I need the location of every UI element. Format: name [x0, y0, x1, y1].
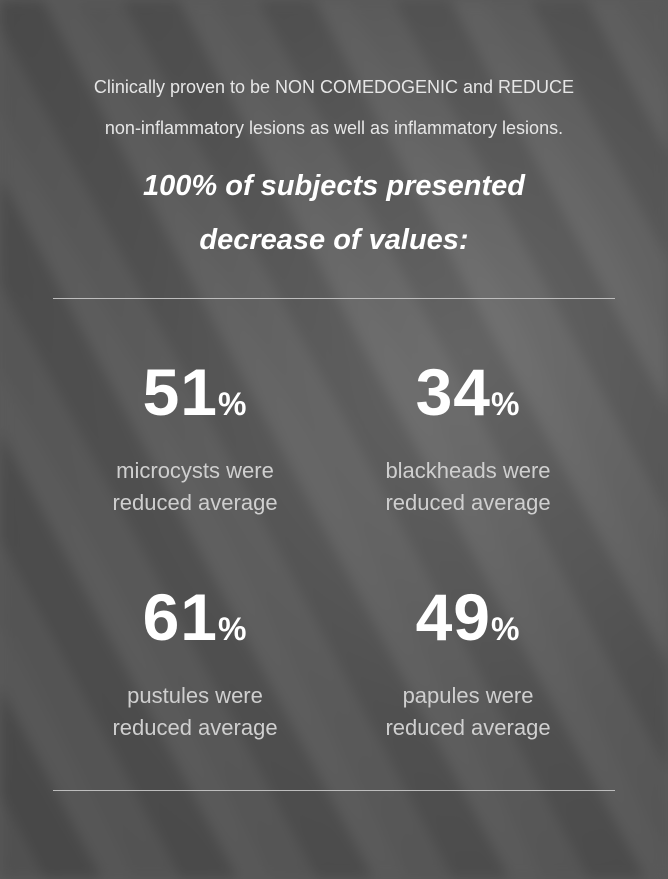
stat-caption: blackheads were reduced average	[385, 458, 551, 515]
top-divider	[53, 298, 615, 299]
stat-caption: microcysts were reduced average	[112, 458, 278, 515]
headline-line-2: decrease of values:	[199, 224, 469, 256]
bottom-divider	[53, 790, 615, 791]
intro-line-2: non-inflammatory lesions as well as infl…	[104, 118, 564, 138]
stat-value: 49%	[415, 580, 521, 654]
stat-caption: pustules were reduced average	[112, 683, 278, 740]
stat-caption: papules were reduced average	[385, 683, 551, 740]
stat-value: 51%	[142, 355, 248, 429]
stat-value: 61%	[142, 580, 248, 654]
stat-blackheads: 34% blackheads were reduced average	[318, 359, 618, 519]
stat-pustules: 61% pustules were reduced average	[45, 584, 345, 744]
headline-line-1: 100% of subjects presented	[143, 170, 525, 202]
stat-value: 34%	[415, 355, 521, 429]
stat-papules: 49% papules were reduced average	[318, 584, 618, 744]
stat-microcysts: 51% microcysts were reduced average	[45, 359, 345, 519]
intro-line-1: Clinically proven to be NON COMEDOGENIC …	[93, 77, 575, 97]
